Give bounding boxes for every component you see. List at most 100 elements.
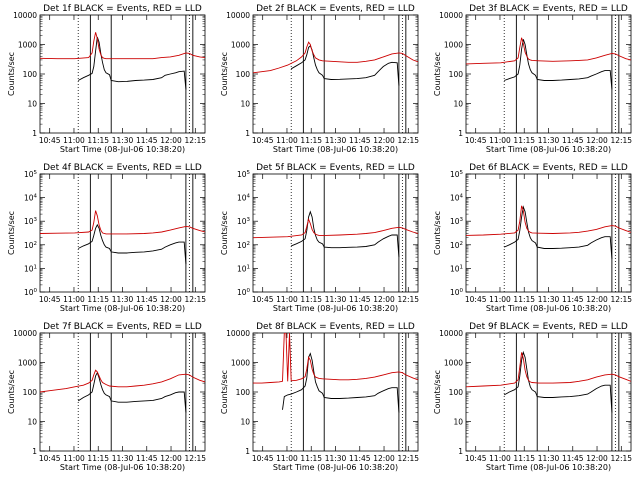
y-tick-exponent: 1 <box>34 264 38 270</box>
x-tick-label: 10:45 <box>252 136 274 145</box>
chart-title: Det 2f BLACK = Events, RED = LLD <box>256 4 415 14</box>
series-line-events <box>77 371 187 413</box>
plot-frame <box>252 332 419 452</box>
y-tick-label: 1 <box>458 447 463 456</box>
y-tick-exponent: 1 <box>247 264 251 270</box>
y-tick-label: 1 <box>245 447 250 456</box>
series-line-lld <box>40 210 205 235</box>
y-tick-exponent: 0 <box>247 288 251 294</box>
y-tick-exponent: 1 <box>460 264 464 270</box>
plot-frame <box>465 14 632 134</box>
x-tick-label: 12:00 <box>373 136 395 145</box>
series-line-events <box>77 36 187 90</box>
x-tick-label: 11:00 <box>489 295 511 304</box>
y-axis-label: Counts/sec <box>433 370 442 414</box>
x-axis-label: Start Time (08-Jul-06 10:38:20) <box>273 304 398 313</box>
x-tick-label: 12:15 <box>397 454 419 463</box>
y-tick-label: 103 <box>237 217 251 226</box>
y-tick-label: 10 <box>453 418 463 427</box>
y-axis-label: Counts/sec <box>433 211 442 255</box>
chart-panel-4: Det 4f BLACK = Events, RED = LLD10010110… <box>7 163 206 313</box>
x-tick-label: 10:45 <box>465 295 487 304</box>
y-axis-label: Counts/sec <box>220 52 229 96</box>
x-axis-label: Start Time (08-Jul-06 10:38:20) <box>486 463 611 472</box>
chart-panel-1: Det 1f BLACK = Events, RED = LLD 1 10 100 10… <box>7 4 206 154</box>
y-tick-label: 1000 <box>444 359 463 368</box>
y-tick-exponent: 5 <box>247 170 251 176</box>
y-tick-label: 10 <box>27 418 37 427</box>
y-tick-label: 1 <box>32 447 37 456</box>
series-line-lld <box>40 32 205 60</box>
x-tick-label: 11:00 <box>276 136 298 145</box>
x-tick-label: 10:45 <box>252 454 274 463</box>
y-axis-label: Counts/sec <box>7 211 16 255</box>
y-tick-label: 10000 <box>226 11 250 20</box>
chart-title: Det 9f BLACK = Events, RED = LLD <box>469 322 628 332</box>
x-tick-label: 11:30 <box>325 295 347 304</box>
y-tick-label: 10000 <box>13 329 37 338</box>
x-tick-label: 10:45 <box>252 295 274 304</box>
y-tick-label: 100 <box>23 70 38 79</box>
x-tick-label: 10:45 <box>39 136 61 145</box>
y-tick-label: 1 <box>245 129 250 138</box>
x-tick-label: 11:15 <box>87 454 109 463</box>
x-tick-label: 11:00 <box>63 454 85 463</box>
y-tick-label: 1000 <box>231 41 250 50</box>
x-tick-label: 12:15 <box>397 295 419 304</box>
y-tick-exponent: 3 <box>34 217 38 223</box>
x-tick-label: 11:15 <box>300 295 322 304</box>
y-tick-label: 1 <box>458 129 463 138</box>
x-tick-label: 11:45 <box>136 136 158 145</box>
series-line-events <box>291 210 400 258</box>
x-tick-label: 12:00 <box>160 295 182 304</box>
y-tick-label: 101 <box>450 264 463 273</box>
x-tick-label: 11:45 <box>349 136 371 145</box>
y-tick-label: 104 <box>450 194 464 203</box>
x-tick-label: 11:15 <box>300 136 322 145</box>
chart-title: Det 3f BLACK = Events, RED = LLD <box>469 4 628 14</box>
x-tick-label: 12:15 <box>397 136 419 145</box>
chart-title: Det 8f BLACK = Events, RED = LLD <box>256 322 415 332</box>
x-tick-label: 12:00 <box>160 136 182 145</box>
x-tick-label: 11:30 <box>112 454 134 463</box>
y-tick-exponent: 2 <box>247 241 251 247</box>
x-axis-label: Start Time (08-Jul-06 10:38:20) <box>273 145 398 154</box>
y-tick-label: 100 <box>24 288 38 297</box>
series-line-events <box>282 352 400 413</box>
x-tick-label: 12:00 <box>586 295 608 304</box>
series-line-events <box>504 39 613 90</box>
x-tick-label: 11:00 <box>489 454 511 463</box>
chart-panel-3: Det 3f BLACK = Events, RED = LLD 1 10 100 10… <box>433 4 632 154</box>
plot-frame <box>39 14 206 134</box>
y-tick-label: 102 <box>24 241 37 250</box>
x-tick-label: 11:15 <box>513 454 535 463</box>
y-tick-exponent: 4 <box>460 194 464 200</box>
y-tick-exponent: 3 <box>247 217 251 223</box>
y-tick-label: 102 <box>237 241 250 250</box>
x-tick-label: 12:00 <box>373 295 395 304</box>
x-tick-label: 11:45 <box>349 454 371 463</box>
x-tick-label: 11:30 <box>538 136 560 145</box>
y-tick-exponent: 0 <box>34 288 38 294</box>
series-line-lld <box>253 333 418 384</box>
y-tick-label: 100 <box>237 288 251 297</box>
chart-title: Det 6f BLACK = Events, RED = LLD <box>469 163 628 173</box>
x-tick-label: 11:30 <box>325 136 347 145</box>
x-tick-label: 11:15 <box>513 136 535 145</box>
chart-panel-5: Det 5f BLACK = Events, RED = LLD10010110… <box>220 163 419 313</box>
series-line-lld <box>466 37 631 65</box>
x-axis-label: Start Time (08-Jul-06 10:38:20) <box>60 304 185 313</box>
x-tick-label: 11:45 <box>562 454 584 463</box>
x-tick-label: 10:45 <box>465 454 487 463</box>
y-tick-label: 102 <box>450 241 463 250</box>
x-axis-label: Start Time (08-Jul-06 10:38:20) <box>486 145 611 154</box>
x-axis-label: Start Time (08-Jul-06 10:38:20) <box>60 145 185 154</box>
plot-frame <box>252 173 419 293</box>
y-axis-label: Counts/sec <box>7 52 16 96</box>
x-tick-label: 10:45 <box>39 295 61 304</box>
series-line-lld <box>466 205 631 236</box>
x-tick-label: 12:15 <box>610 136 632 145</box>
y-tick-exponent: 4 <box>34 194 38 200</box>
y-tick-exponent: 2 <box>460 241 464 247</box>
